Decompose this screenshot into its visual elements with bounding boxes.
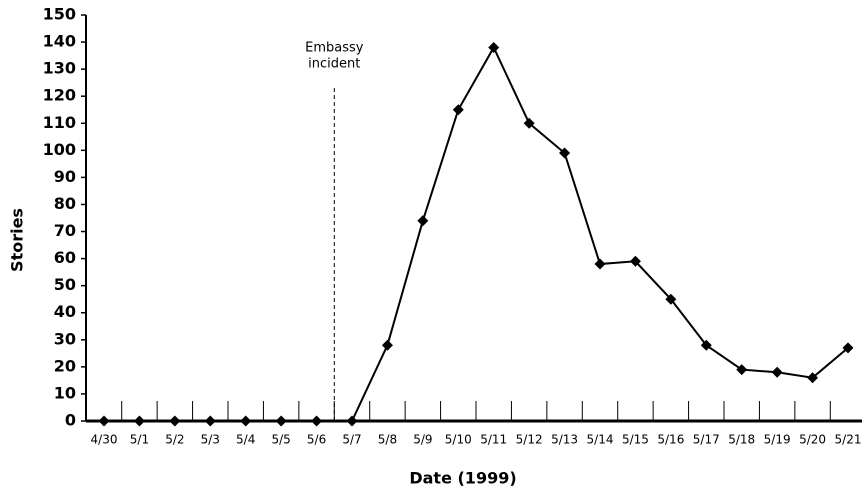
x-tick-label: 5/10 bbox=[445, 433, 472, 447]
y-tick-label: 110 bbox=[43, 113, 76, 132]
data-point bbox=[381, 339, 393, 351]
data-point bbox=[559, 147, 571, 159]
x-tick-label: 5/12 bbox=[516, 433, 543, 447]
data-line bbox=[104, 45, 849, 422]
x-tick-label: 4/30 bbox=[91, 433, 118, 447]
y-tick-label: 20 bbox=[54, 356, 76, 375]
data-point bbox=[771, 366, 783, 378]
y-tick-label: 150 bbox=[43, 5, 76, 24]
data-point bbox=[98, 415, 110, 427]
x-tick-label: 5/17 bbox=[693, 433, 720, 447]
data-point bbox=[523, 117, 535, 129]
data-point bbox=[417, 215, 429, 227]
x-tick-label: 5/1 bbox=[130, 433, 149, 447]
y-tick-label: 130 bbox=[43, 59, 76, 78]
y-tick-label: 50 bbox=[54, 275, 76, 294]
data-point bbox=[842, 342, 854, 354]
x-tick-label: 5/15 bbox=[622, 433, 649, 447]
x-tick-label: 5/21 bbox=[835, 433, 862, 447]
x-axis-label: Date (1999) bbox=[409, 469, 516, 488]
y-tick-label: 100 bbox=[43, 140, 76, 159]
data-point bbox=[488, 41, 500, 53]
y-tick-label: 90 bbox=[54, 167, 76, 186]
data-point bbox=[594, 258, 606, 270]
data-point bbox=[311, 415, 323, 427]
y-tick-label: 40 bbox=[54, 302, 76, 321]
x-tick-label: 5/19 bbox=[764, 433, 791, 447]
data-point bbox=[169, 415, 181, 427]
x-tick-label: 5/18 bbox=[728, 433, 755, 447]
y-axis-label: Stories bbox=[8, 208, 27, 272]
x-tick-label: 5/5 bbox=[271, 433, 290, 447]
x-tick-label: 5/7 bbox=[342, 433, 361, 447]
data-point bbox=[133, 415, 145, 427]
x-tick-label: 5/8 bbox=[378, 433, 397, 447]
x-tick-label: 5/4 bbox=[236, 433, 255, 447]
y-tick-label: 80 bbox=[54, 194, 76, 213]
y-tick-label: 10 bbox=[54, 383, 76, 402]
x-tick-label: 5/14 bbox=[587, 433, 614, 447]
data-point bbox=[700, 339, 712, 351]
data-point bbox=[275, 415, 287, 427]
data-point bbox=[204, 415, 216, 427]
x-tick-label: 5/13 bbox=[551, 433, 578, 447]
x-tick-label: 5/20 bbox=[799, 433, 826, 447]
data-point bbox=[665, 293, 677, 305]
data-point bbox=[452, 104, 464, 116]
data-point bbox=[240, 415, 252, 427]
data-point bbox=[807, 372, 819, 384]
data-point bbox=[736, 364, 748, 376]
annotation-text: incident bbox=[308, 57, 360, 72]
y-tick-label: 30 bbox=[54, 329, 76, 348]
annotation-text: Embassy bbox=[305, 41, 364, 56]
y-tick-label: 120 bbox=[43, 86, 76, 105]
y-tick-label: 0 bbox=[65, 411, 76, 430]
x-tick-label: 5/11 bbox=[480, 433, 507, 447]
x-tick-label: 5/6 bbox=[307, 433, 326, 447]
x-tick-label: 5/2 bbox=[165, 433, 184, 447]
data-point bbox=[346, 415, 358, 427]
y-tick-label: 60 bbox=[54, 248, 76, 267]
y-tick-label: 70 bbox=[54, 221, 76, 240]
y-tick-label: 140 bbox=[43, 32, 76, 51]
data-point bbox=[629, 255, 641, 267]
x-tick-label: 5/9 bbox=[413, 433, 432, 447]
x-tick-label: 5/16 bbox=[657, 433, 684, 447]
x-tick-label: 5/3 bbox=[201, 433, 220, 447]
